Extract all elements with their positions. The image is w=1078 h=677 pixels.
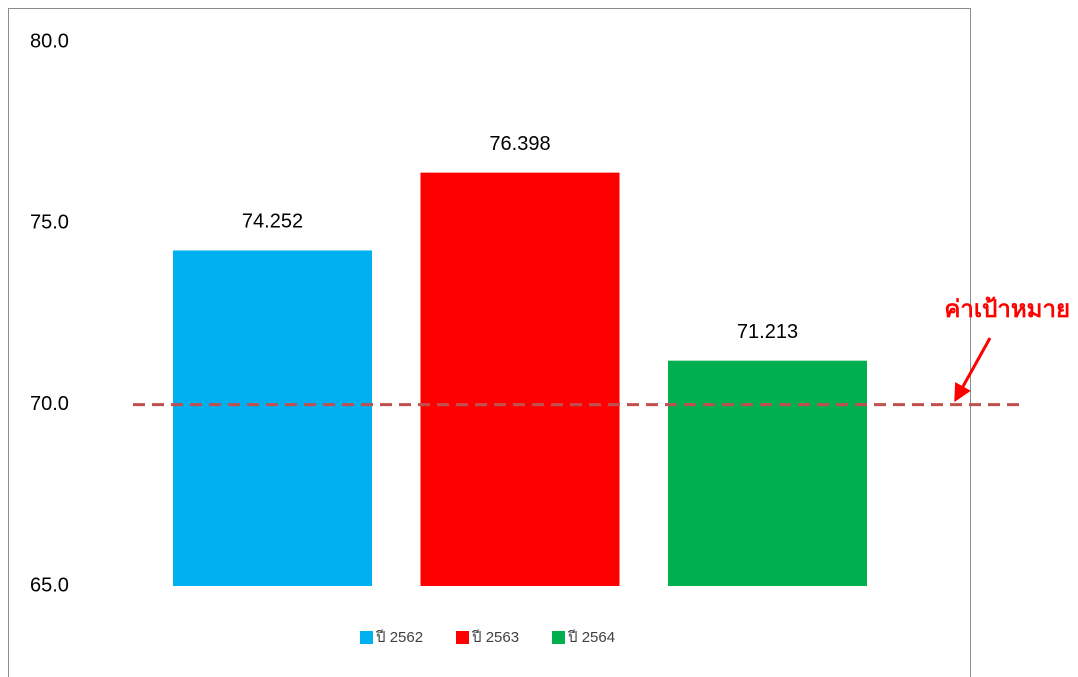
legend-label: ปี 2562 bbox=[375, 629, 423, 646]
data-label: 76.398 bbox=[489, 133, 550, 155]
bar bbox=[668, 360, 867, 586]
y-tick-label: 70.0 bbox=[30, 393, 69, 415]
legend-label: ปี 2563 bbox=[471, 629, 519, 646]
legend-label: ปี 2564 bbox=[567, 629, 615, 646]
y-tick-label: 75.0 bbox=[30, 212, 69, 234]
legend-swatch bbox=[456, 631, 469, 644]
target-annotation: ค่าเป้าหมาย bbox=[944, 295, 1070, 323]
bar bbox=[173, 250, 372, 586]
annotation-arrow bbox=[954, 337, 992, 403]
data-label: 71.213 bbox=[737, 321, 798, 343]
data-label: 74.252 bbox=[242, 211, 303, 233]
y-tick-label: 80.0 bbox=[30, 30, 69, 52]
bar bbox=[420, 172, 620, 586]
y-tick-label: 65.0 bbox=[30, 574, 69, 596]
legend-swatch bbox=[552, 631, 565, 644]
legend-swatch bbox=[360, 631, 373, 644]
